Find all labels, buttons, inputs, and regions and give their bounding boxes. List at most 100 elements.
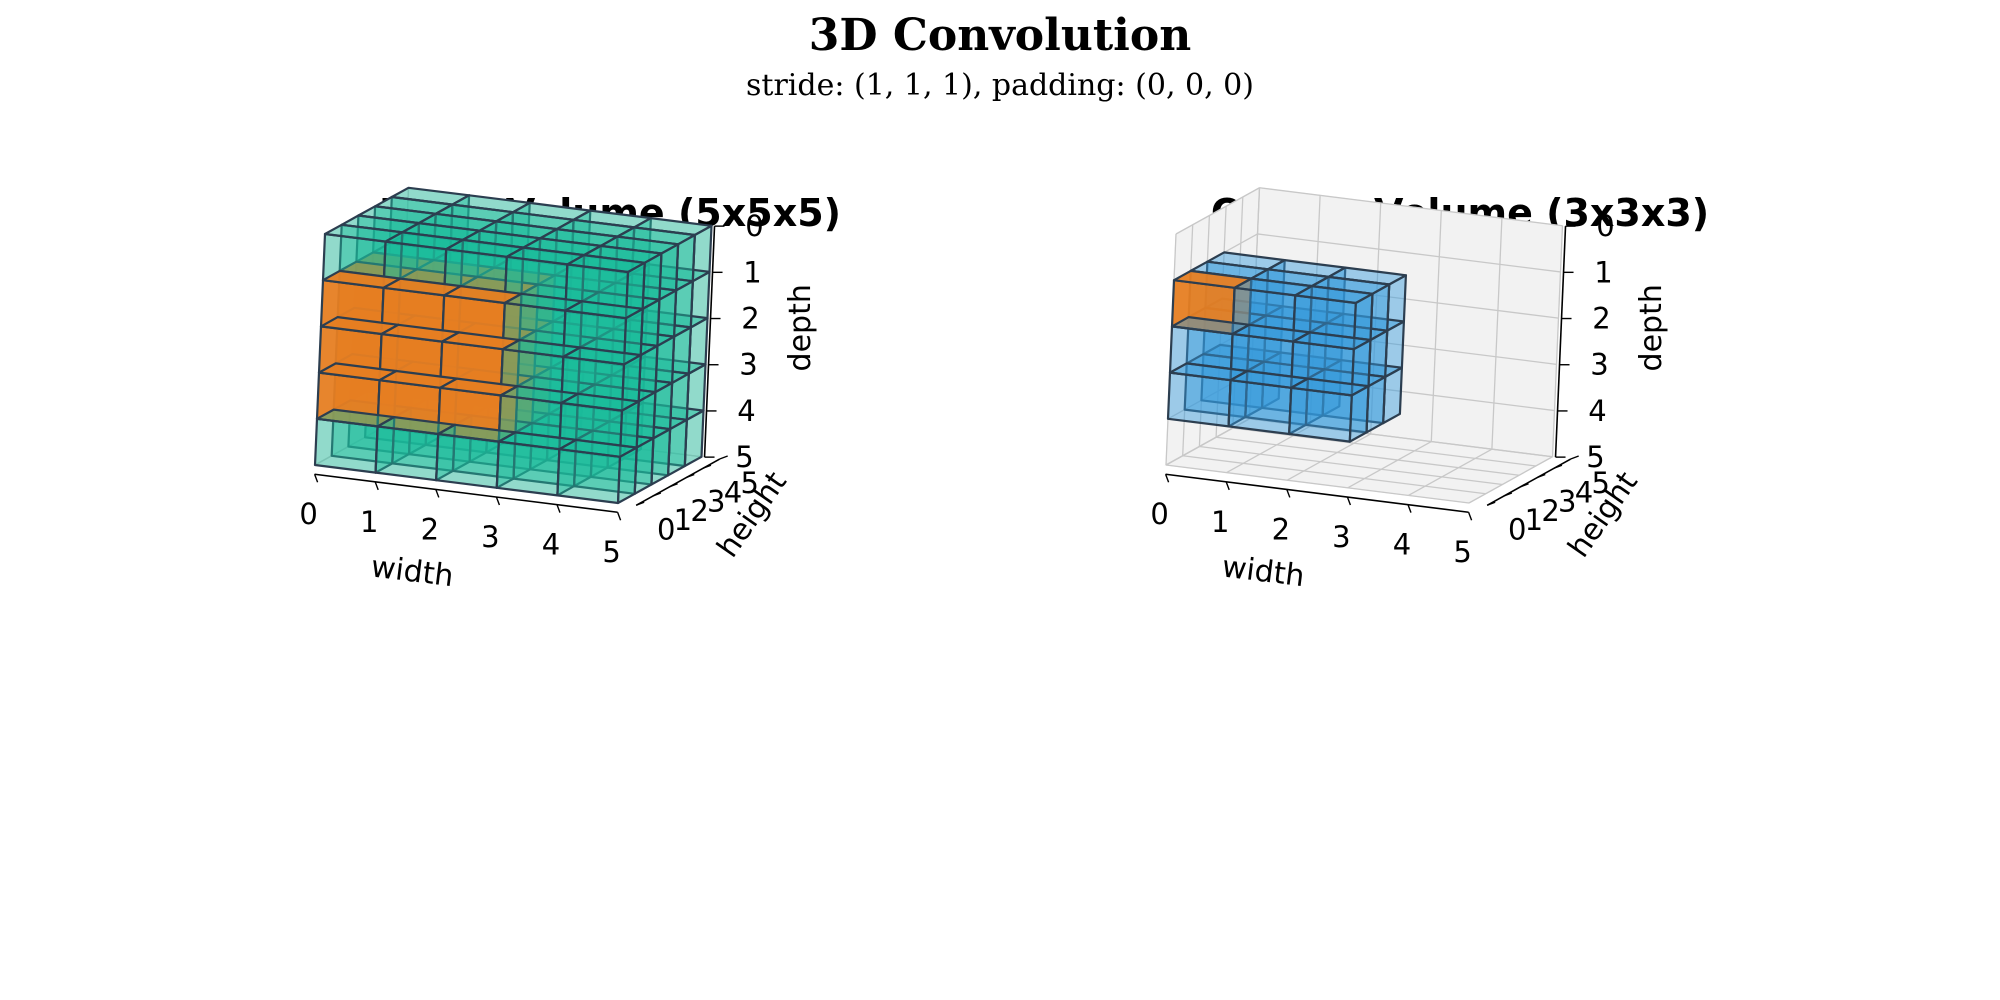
- tick-mark: [719, 455, 728, 460]
- width-tick-label: 5: [602, 535, 620, 569]
- voxel-face: [1288, 386, 1353, 443]
- voxel-grid: [313, 186, 713, 505]
- grid-line: [1468, 456, 1553, 504]
- grid-line: [1286, 433, 1372, 481]
- height-tick-label: 3: [1558, 485, 1576, 519]
- tick-mark: [616, 511, 622, 521]
- voxel-face: [1166, 371, 1232, 428]
- tick-mark: [556, 504, 561, 513]
- depth-axis-line: [1554, 226, 1567, 458]
- grid-line: [1255, 279, 1559, 319]
- tick-mark: [686, 473, 695, 479]
- width-tick-label: 0: [299, 497, 317, 531]
- tick-mark: [1467, 511, 1473, 521]
- voxel-face: [374, 425, 440, 482]
- tick-mark: [669, 483, 678, 488]
- volume-voxel: [1166, 362, 1249, 428]
- depth-tick-label: 0: [1596, 209, 1614, 243]
- grid-line: [1175, 187, 1260, 235]
- input-volume-panel: Input Volume (5x5x5) 012345width012345he…: [299, 186, 841, 594]
- tick-mark: [435, 489, 440, 498]
- height-tick-label: 0: [657, 512, 675, 546]
- voxel-face: [435, 432, 500, 489]
- width-axis-label: width: [369, 549, 455, 594]
- depth-tick-label: 2: [741, 302, 759, 336]
- width-tick-label: 3: [481, 520, 499, 554]
- tick-mark: [1286, 489, 1291, 498]
- height-tick-label: 2: [690, 494, 708, 528]
- voxel-face: [1227, 379, 1293, 436]
- depth-tick-label: 1: [1594, 255, 1612, 289]
- tick-mark: [313, 473, 319, 483]
- volume-voxel: [1288, 377, 1370, 443]
- tick-mark: [1486, 501, 1496, 506]
- height-tick-label: 3: [707, 485, 725, 519]
- height-tick-label: 5: [740, 466, 758, 500]
- depth-tick-label: 2: [1592, 302, 1610, 336]
- tick-mark: [1225, 481, 1230, 491]
- depth-axis-label: depth: [1634, 284, 1669, 371]
- tick-mark: [1407, 504, 1412, 513]
- tick-mark: [1553, 464, 1563, 469]
- grid-line: [1182, 455, 1486, 495]
- grid-line: [1430, 210, 1442, 442]
- depth-tick-label: 3: [1590, 348, 1608, 382]
- depth-tick-label: 5: [735, 440, 753, 474]
- tick-mark: [1537, 473, 1546, 479]
- volume-voxel: [556, 438, 638, 505]
- tick-mark: [374, 481, 379, 491]
- output-volume-panel: Output Volume (3x3x3) 012345width012345h…: [1150, 186, 1709, 594]
- depth-tick-label: 3: [739, 348, 757, 382]
- tick-mark: [1346, 496, 1352, 506]
- width-axis-label: width: [1220, 549, 1306, 594]
- width-tick-label: 1: [360, 505, 378, 539]
- grid-line: [1257, 233, 1561, 273]
- depth-axis-label: depth: [783, 284, 818, 371]
- width-tick-label: 2: [421, 512, 439, 546]
- grid-line: [1216, 436, 1520, 476]
- grid-line: [1551, 225, 1564, 457]
- volume-voxel: [435, 423, 517, 489]
- height-tick-label: 5: [1591, 466, 1609, 500]
- volume-voxel: [1227, 369, 1310, 436]
- depth-axis-line: [703, 226, 716, 458]
- height-tick-label: 2: [1541, 494, 1559, 528]
- depth-tick-label: 5: [1586, 440, 1604, 474]
- tick-mark: [495, 496, 501, 506]
- depth-tick-label: 4: [1588, 394, 1606, 428]
- width-tick-label: 4: [542, 528, 560, 562]
- voxel-grid: [1166, 251, 1408, 443]
- voxel-face: [556, 448, 622, 505]
- width-tick-label: 4: [1393, 528, 1411, 562]
- grid-line: [1408, 448, 1493, 496]
- width-tick-label: 0: [1150, 497, 1168, 531]
- voxel-face: [313, 417, 379, 474]
- width-tick-label: 1: [1211, 505, 1229, 539]
- width-tick-label: 5: [1453, 535, 1471, 569]
- depth-tick-label: 4: [737, 394, 755, 428]
- tick-mark: [702, 464, 712, 469]
- voxel-face: [495, 440, 561, 497]
- width-axis-line: [314, 473, 618, 514]
- figure-title: 3D Convolution: [808, 10, 1192, 61]
- width-tick-label: 3: [1332, 520, 1350, 554]
- height-tick-label: 1: [674, 503, 692, 537]
- grid-line: [1491, 218, 1503, 450]
- width-tick-label: 2: [1272, 512, 1290, 546]
- height-tick-label: 1: [1525, 503, 1543, 537]
- depth-tick-label: 1: [743, 255, 761, 289]
- depth-tick-label: 0: [745, 209, 763, 243]
- height-tick-label: 4: [1575, 475, 1593, 509]
- tick-mark: [652, 492, 662, 497]
- tick-mark: [635, 501, 645, 506]
- tick-mark: [1570, 455, 1579, 460]
- grid-line: [1165, 464, 1470, 504]
- tick-mark: [1164, 473, 1170, 483]
- height-tick-label: 4: [724, 475, 742, 509]
- figure-subtitle: stride: (1, 1, 1), padding: (0, 0, 0): [746, 68, 1254, 103]
- voxel-face: [616, 446, 638, 505]
- grid-line: [1259, 187, 1563, 227]
- axis-panes: [1164, 186, 1564, 504]
- grid-line: [1199, 445, 1503, 486]
